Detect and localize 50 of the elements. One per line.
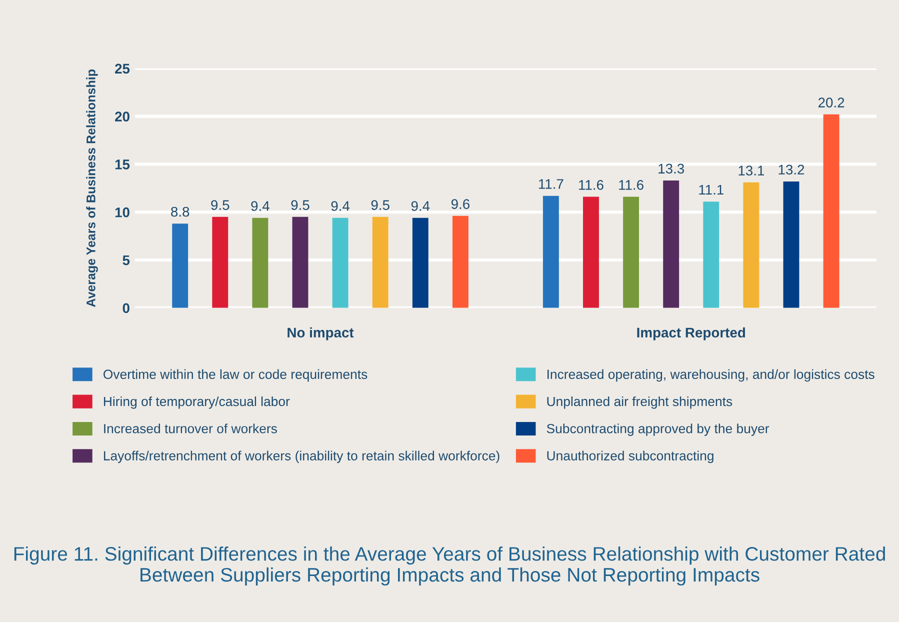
data-label: 20.2 <box>818 98 844 108</box>
bar <box>252 218 268 308</box>
data-label: 13.1 <box>738 166 764 176</box>
data-label: 9.4 <box>411 201 430 211</box>
bar <box>663 180 680 308</box>
data-label: 11.6 <box>579 180 604 190</box>
data-label: 13.2 <box>778 164 804 175</box>
data-label: 9.5 <box>211 200 230 210</box>
bar <box>583 196 599 308</box>
y-tick-label: 10 <box>115 207 130 218</box>
legend-label: Unauthorized subcontracting <box>547 450 714 464</box>
bar <box>292 216 308 308</box>
y-axis-title: Average Years of Business Relationship <box>86 70 98 307</box>
x-tick-label: No impact <box>288 327 354 340</box>
legend-label: Increased operating, warehousing, and/or logistics costs <box>548 369 874 382</box>
bar <box>212 216 228 308</box>
legend-label: Unplanned air freight shipments <box>547 396 732 409</box>
legend-label: Overtime within the law or code requirements <box>104 369 368 382</box>
y-tick-label: 15 <box>115 160 130 170</box>
bar <box>783 181 800 308</box>
bar <box>172 224 188 308</box>
legend-label: Increased turnover of workers <box>104 424 277 434</box>
data-label: 9.5 <box>371 200 390 210</box>
data-label: 11.7 <box>538 179 564 189</box>
legend-label: Hiring of temporary/casual labor <box>104 396 290 409</box>
data-label: 9.4 <box>331 201 350 211</box>
x-tick-label: Impact Reported <box>637 327 745 340</box>
bar <box>372 216 388 308</box>
legend-label: Layoffs/retrenchment of workers (inability to retain skilled workforce) <box>104 450 500 464</box>
bar <box>703 202 720 308</box>
bar <box>542 196 559 308</box>
y-tick-label: 0 <box>122 303 130 314</box>
bar <box>412 218 428 308</box>
y-tick-label: 20 <box>115 112 130 122</box>
data-label: 9.6 <box>451 199 470 210</box>
bar <box>332 218 348 308</box>
legend-label: Subcontracting approved by the buyer <box>546 424 770 436</box>
data-label: 9.4 <box>251 201 270 211</box>
bar <box>623 196 640 308</box>
bar <box>452 216 468 308</box>
data-label: 11.1 <box>699 184 724 195</box>
text: Figure 11. Significant Differences in the Average Years of Business Relationship with Customer Rated Between Suppliers Reporting Impacts and Those Not Reporting Impacts <box>14 546 885 586</box>
data-label: 13.3 <box>658 164 684 174</box>
bar <box>823 114 840 308</box>
bar <box>743 182 760 308</box>
y-tick-label: 5 <box>122 255 130 266</box>
data-label: 11.6 <box>619 180 644 190</box>
data-label: 8.8 <box>171 206 190 217</box>
y-tick-label: 25 <box>115 64 130 74</box>
data-label: 9.5 <box>291 200 310 210</box>
